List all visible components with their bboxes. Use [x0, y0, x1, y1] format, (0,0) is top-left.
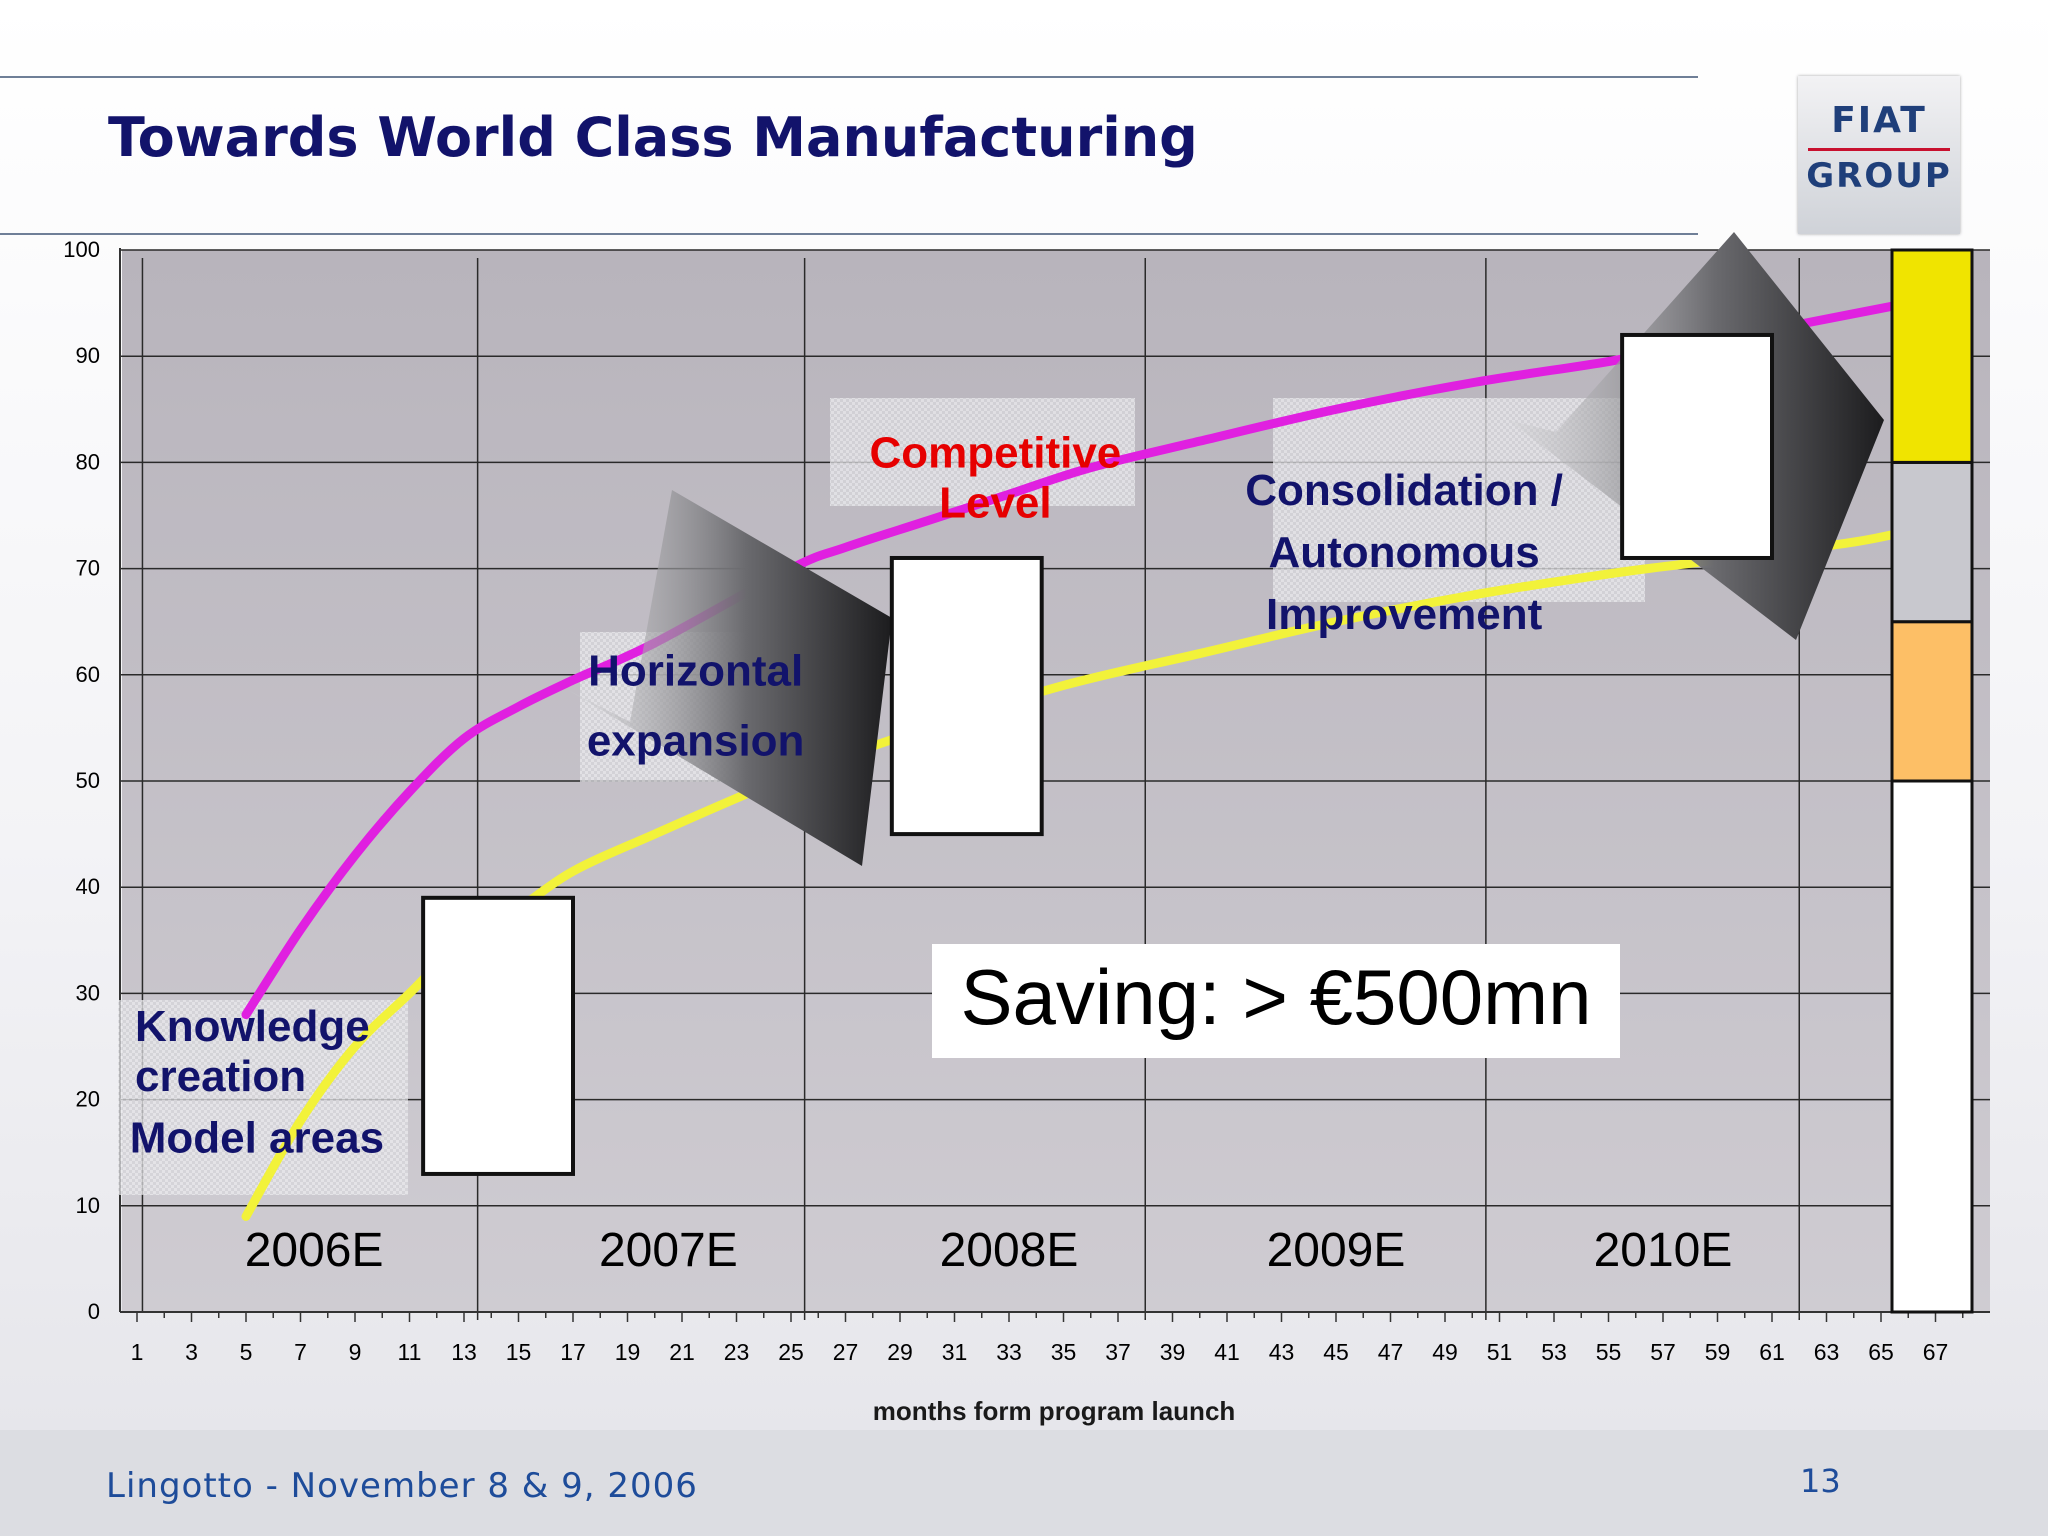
annotation-text: Horizontal — [588, 646, 803, 695]
y-tick-label: 0 — [88, 1299, 100, 1324]
x-tick-label: 31 — [942, 1339, 968, 1365]
y-tick-label: 20 — [76, 1087, 100, 1112]
y-tick-label: 70 — [76, 556, 100, 581]
logo-group-text: GROUP — [1806, 156, 1952, 196]
stacked-bar-segment — [1890, 620, 1974, 783]
x-tick-label: 37 — [1105, 1339, 1131, 1365]
x-tick-label: 43 — [1269, 1339, 1295, 1365]
x-tick-label: 33 — [996, 1339, 1022, 1365]
y-tick-label: 90 — [76, 343, 100, 368]
x-tick-label: 45 — [1323, 1339, 1349, 1365]
x-tick-label: 3 — [185, 1339, 198, 1365]
x-tick-label: 27 — [833, 1339, 859, 1365]
y-tick-label: 30 — [76, 980, 100, 1005]
year-label: 2010E — [1594, 1224, 1733, 1277]
x-tick-label: 1 — [131, 1339, 144, 1365]
annotation-text: Autonomous — [1268, 528, 1539, 577]
annotation-text: Competitive — [869, 429, 1121, 478]
x-tick-label: 7 — [294, 1339, 307, 1365]
floating-bar — [889, 555, 1044, 837]
x-tick-label: 47 — [1378, 1339, 1404, 1365]
x-tick-label: 17 — [560, 1339, 586, 1365]
logo-divider — [1808, 148, 1950, 151]
footer-event-text: Lingotto - November 8 & 9, 2006 — [106, 1466, 698, 1506]
x-tick-label: 63 — [1814, 1339, 1840, 1365]
x-tick-label: 15 — [506, 1339, 532, 1365]
x-tick-label: 65 — [1868, 1339, 1894, 1365]
x-tick-label: 49 — [1432, 1339, 1458, 1365]
x-tick-label: 39 — [1160, 1339, 1186, 1365]
x-tick-label: 51 — [1487, 1339, 1513, 1365]
x-tick-label: 25 — [778, 1339, 804, 1365]
x-tick-label: 53 — [1541, 1339, 1567, 1365]
slide-title: Towards World Class Manufacturing — [108, 106, 1198, 169]
year-label: 2008E — [940, 1224, 1079, 1277]
year-label: 2006E — [245, 1224, 384, 1277]
x-tick-label: 55 — [1596, 1339, 1622, 1365]
floating-bar — [421, 895, 575, 1176]
x-tick-label: 9 — [349, 1339, 362, 1365]
annotation-text: Consolidation / — [1245, 466, 1563, 515]
stacked-bar-segment — [1890, 248, 1974, 464]
x-tick-label: 61 — [1759, 1339, 1785, 1365]
annotation-panel — [830, 398, 1135, 506]
annotation-text: Model areas — [130, 1114, 384, 1163]
annotation-text: creation — [135, 1052, 306, 1101]
x-tick-label: 5 — [240, 1339, 253, 1365]
x-tick-label: 57 — [1650, 1339, 1676, 1365]
x-tick-label: 41 — [1214, 1339, 1240, 1365]
y-tick-label: 40 — [76, 874, 100, 899]
stacked-bar-segment — [1890, 460, 1974, 624]
savings-callout-box — [932, 944, 1620, 1058]
x-tick-label: 29 — [887, 1339, 913, 1365]
y-tick-label: 60 — [76, 662, 100, 687]
floating-bar — [1620, 332, 1774, 560]
annotation-text: Knowledge — [135, 1002, 370, 1051]
y-tick-label: 50 — [76, 768, 100, 793]
footer-band — [0, 1430, 2048, 1536]
y-tick-label: 10 — [76, 1193, 100, 1218]
page-number: 13 — [1800, 1462, 1841, 1500]
x-tick-label: 23 — [724, 1339, 750, 1365]
logo-fiat-text: FIAT — [1831, 100, 1927, 141]
x-tick-label: 59 — [1705, 1339, 1731, 1365]
annotation-text: expansion — [587, 716, 805, 765]
x-tick-label: 35 — [1051, 1339, 1077, 1365]
year-label: 2009E — [1267, 1224, 1406, 1277]
annotation-text: Level — [939, 479, 1052, 528]
x-tick-label: 21 — [669, 1339, 695, 1365]
header-bottom-rule — [0, 233, 1698, 235]
annotation-text: Improvement — [1266, 590, 1543, 639]
progress-arrow — [568, 490, 892, 866]
fiat-group-logo: FIAT GROUP — [1798, 76, 1960, 234]
savings-callout-text: Saving: > €500mn — [961, 953, 1592, 1041]
header-top-rule — [0, 76, 1698, 78]
y-tick-label: 80 — [76, 449, 100, 474]
x-tick-label: 13 — [451, 1339, 477, 1365]
stacked-bar-segment — [1890, 779, 1974, 1314]
x-tick-label: 19 — [615, 1339, 641, 1365]
y-tick-label: 100 — [63, 237, 100, 262]
annotation-panel — [118, 1000, 408, 1195]
x-tick-label: 67 — [1923, 1339, 1949, 1365]
x-tick-label: 11 — [398, 1339, 422, 1365]
year-label: 2007E — [599, 1224, 738, 1277]
x-axis-title: months form program launch — [873, 1396, 1236, 1426]
